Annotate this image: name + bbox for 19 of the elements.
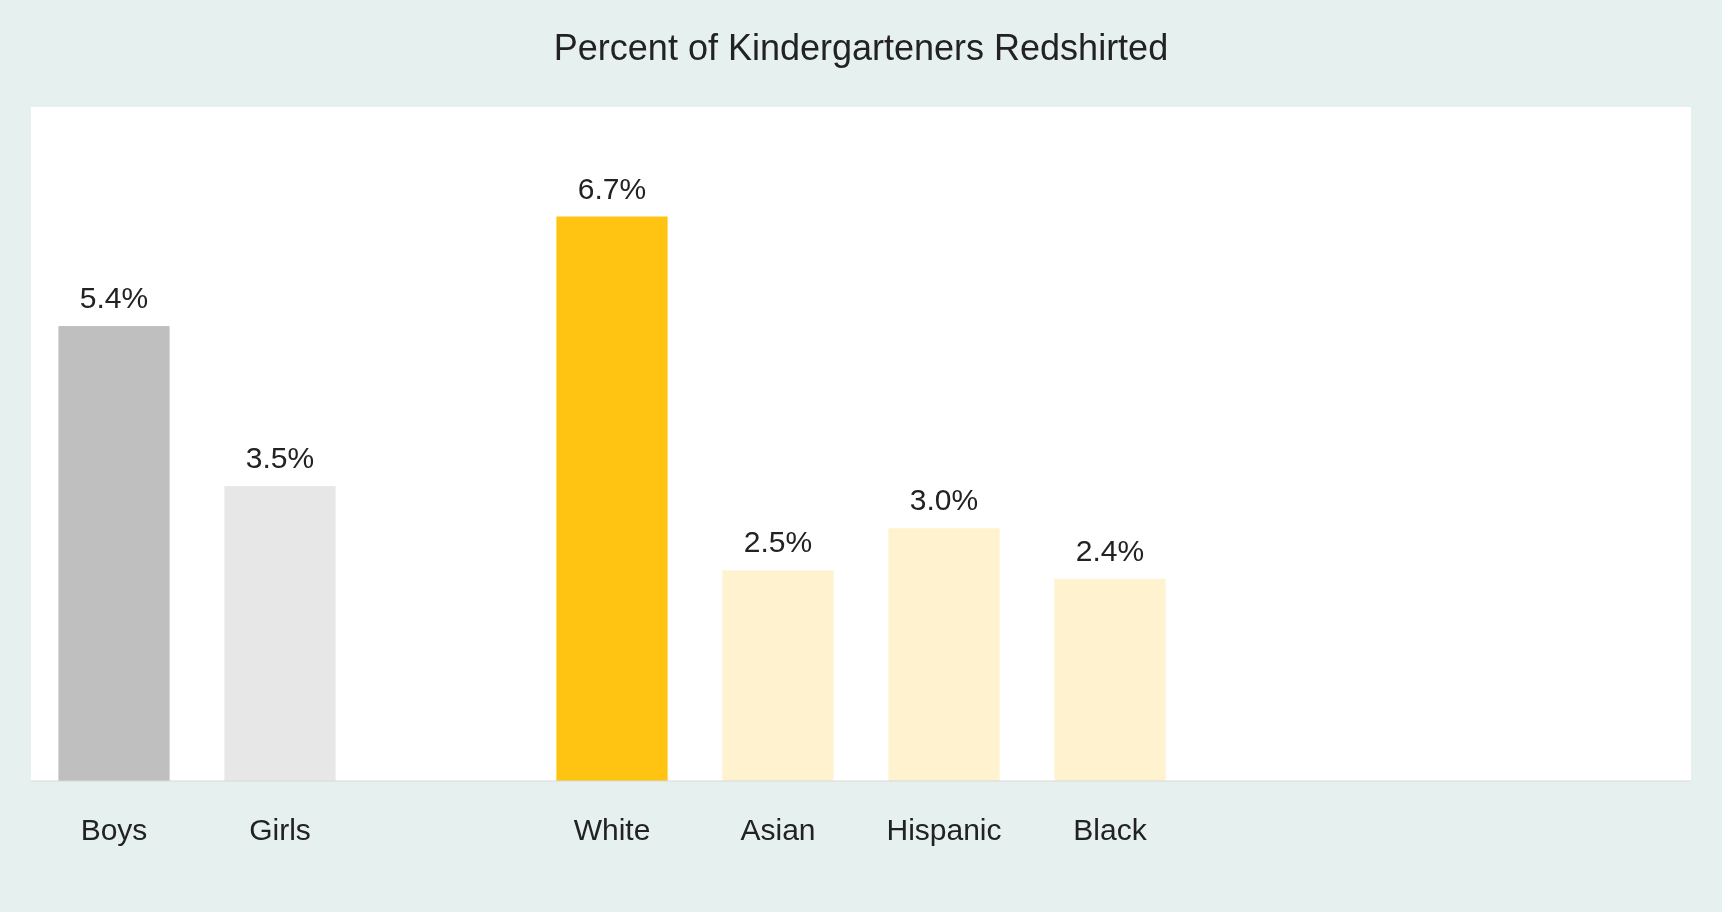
data-label: 5.4% [79,281,149,315]
bar [722,570,834,781]
data-label: 2.4% [1075,533,1145,567]
bar [888,528,1000,781]
bar [224,486,336,781]
chart-title: Percent of Kindergarteners Redshirted [553,27,1169,68]
x-tick-label: Hispanic [886,813,1002,846]
bar [58,326,170,781]
data-label: 6.7% [577,171,647,205]
bar [1054,578,1166,781]
data-label: 2.5% [743,525,813,559]
data-label: 3.0% [909,483,979,517]
data-label: 3.5% [245,441,315,475]
x-tick-label: Black [1073,813,1148,846]
x-tick-label: Girls [249,813,311,846]
x-tick-label: Boys [80,813,148,846]
x-tick-label: White [573,813,651,846]
x-tick-label: Asian [740,813,816,846]
bar [556,216,668,781]
